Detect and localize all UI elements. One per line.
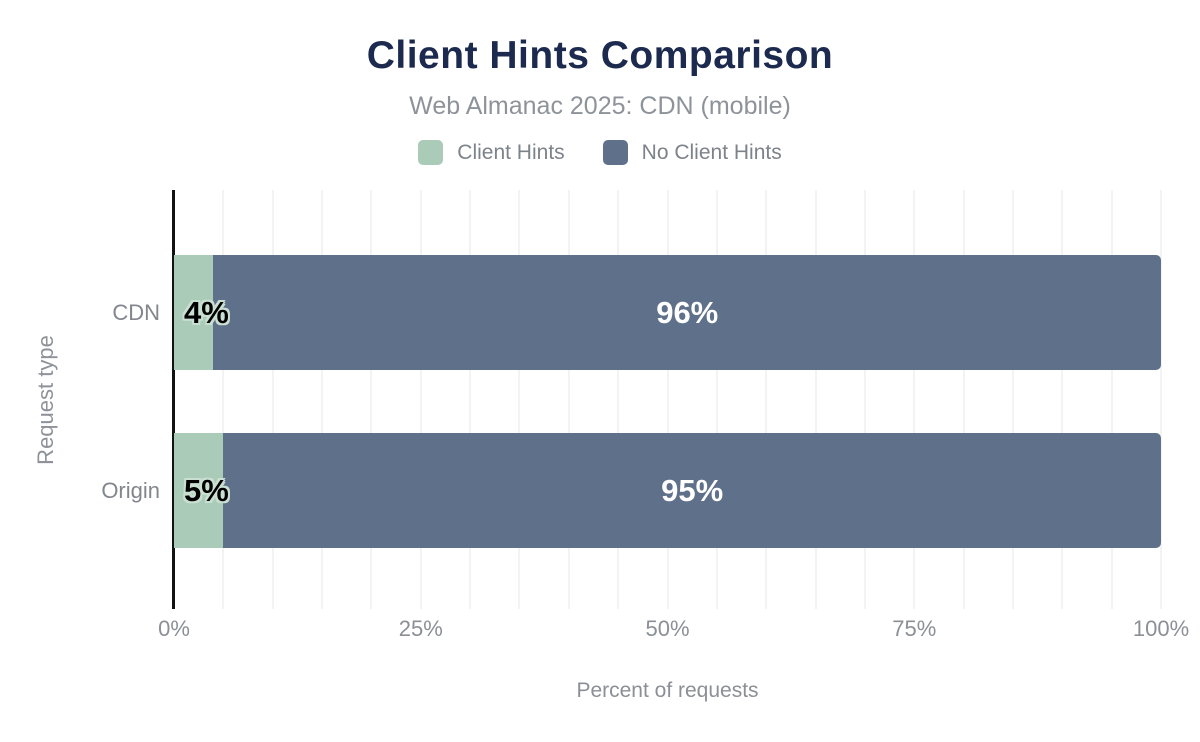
legend-item-no-client-hints[interactable]: No Client Hints <box>602 140 782 165</box>
legend: Client Hints No Client Hints <box>0 140 1200 165</box>
gridline <box>617 190 620 609</box>
legend-item-client-hints[interactable]: Client Hints <box>418 140 565 165</box>
gridline <box>1110 190 1113 609</box>
gridline <box>666 190 669 609</box>
gridline <box>469 190 472 609</box>
x-tick-label: 75% <box>892 616 937 641</box>
gridline <box>863 190 866 609</box>
bar-row-cdn: 4% 96% <box>174 255 1161 370</box>
gridline <box>518 190 521 609</box>
x-tick-label: 0% <box>158 616 190 641</box>
y-axis-line <box>172 190 175 609</box>
legend-label: Client Hints <box>457 140 565 164</box>
gridline <box>321 190 324 609</box>
value-label: 95% <box>661 472 724 508</box>
legend-swatch-icon <box>418 140 444 165</box>
chart-title: Client Hints Comparison <box>366 34 834 77</box>
gridline <box>1160 190 1162 609</box>
gridline <box>962 190 965 609</box>
x-tick-label: 50% <box>645 616 690 641</box>
x-axis-ticks: 0% 25% 50% 75% 100% <box>0 616 1200 644</box>
y-axis-title: Request type <box>33 335 58 465</box>
gridline <box>814 190 817 609</box>
gridline <box>1061 190 1064 609</box>
gridline <box>1011 190 1014 609</box>
gridline <box>765 190 768 609</box>
bar-segment-client-hints[interactable] <box>174 433 224 548</box>
category-label-cdn: CDN <box>112 299 160 325</box>
gridline <box>370 190 373 609</box>
legend-label: No Client Hints <box>641 140 782 164</box>
x-tick-label: 25% <box>398 616 443 641</box>
x-axis-title: Percent of requests <box>576 679 759 702</box>
bar-row-origin: 5% 95% <box>174 433 1161 548</box>
value-label: 96% <box>656 294 719 330</box>
legend-swatch-icon <box>602 140 628 165</box>
bar-segment-no-client-hints[interactable] <box>223 433 1161 548</box>
plot-area: 4% 96% 5% 95% <box>172 190 1162 609</box>
gridline <box>715 190 718 609</box>
category-label-origin: Origin <box>101 477 160 503</box>
gridline <box>913 190 916 609</box>
bar-segment-no-client-hints[interactable] <box>213 255 1161 370</box>
value-label: 4% <box>184 294 229 330</box>
x-tick-label: 100% <box>1132 616 1190 641</box>
gridline <box>271 190 274 609</box>
gridline <box>222 190 225 609</box>
bar-segment-client-hints[interactable] <box>174 255 214 370</box>
value-label: 5% <box>184 472 229 508</box>
gridline <box>567 190 570 609</box>
gridline <box>419 190 422 609</box>
chart-subtitle: Web Almanac 2025: CDN (mobile) <box>409 92 791 120</box>
